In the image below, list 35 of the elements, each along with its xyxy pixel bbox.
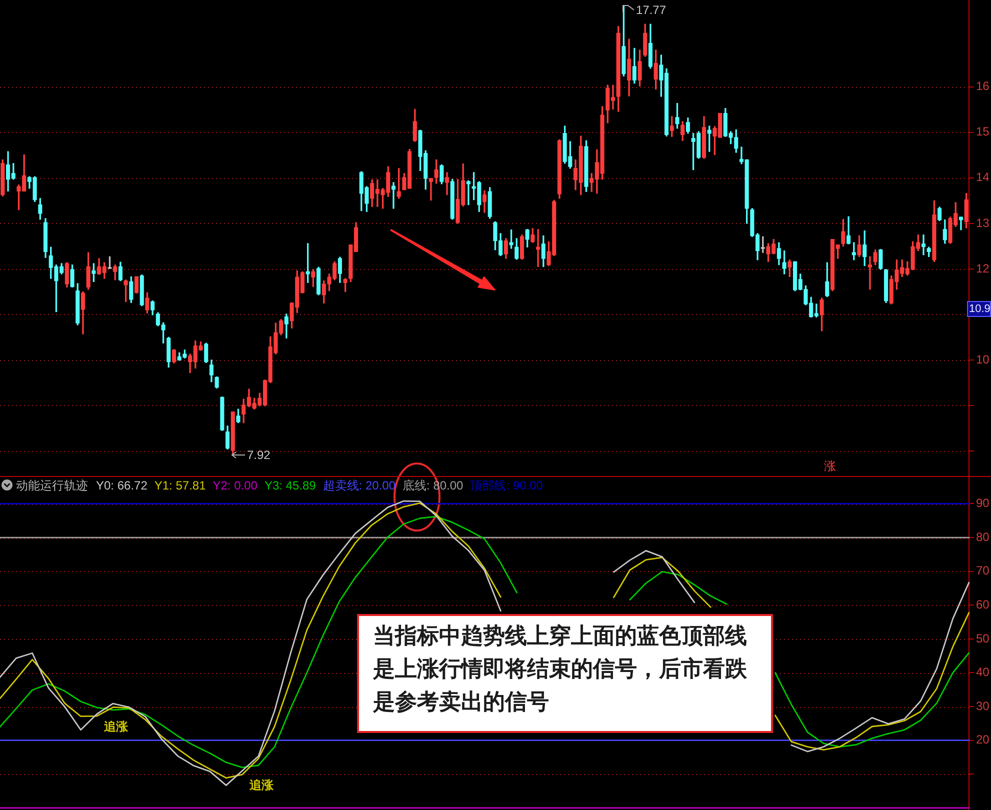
annotation: 7.92 [247, 448, 270, 462]
candlestick [466, 180, 470, 206]
y-tick-label: 70 [976, 564, 990, 578]
candlestick [868, 256, 872, 290]
candlestick [428, 178, 433, 201]
y-tick-label: 13 [976, 216, 990, 230]
text: 超卖线: 20.00 [322, 478, 396, 492]
data-label: 追涨 [248, 778, 274, 792]
candlestick [958, 216, 963, 230]
y-tick-label: 20 [976, 732, 990, 747]
candlestick [921, 234, 926, 256]
annotation: 10.9 [967, 301, 991, 317]
text: Y3: 45.89 [264, 478, 316, 492]
text: Y0: 66.72 [96, 478, 148, 492]
annotation: 涨 [824, 459, 836, 473]
y-tick-label: 80 [976, 530, 990, 544]
y-tick-label: 60 [976, 597, 990, 612]
y-tick-label: 16 [976, 79, 990, 94]
y-tick-label: 10 [976, 352, 990, 366]
y-tick-label: 15 [976, 124, 990, 139]
y-tick-label: 50 [976, 631, 990, 646]
series-label: 顶部线: 90.00 [470, 478, 544, 492]
y-tick-label: 30 [976, 698, 990, 713]
y-tick-label: 14 [976, 170, 990, 184]
chart-title: 动能运行轨迹 [16, 478, 88, 492]
candlestick [391, 182, 396, 209]
annotation: 当指标中趋势线上穿上面的蓝色顶部线是上涨行情即将结束的信号，后市看跌是参考卖出的信号 [373, 623, 748, 717]
text: Y1: 57.81 [154, 478, 206, 492]
text: Y2: 0.00 [212, 478, 258, 492]
y-tick-label: 40 [976, 665, 990, 680]
callout-box: 当指标中趋势线上穿上面的蓝色顶部线是上涨行情即将结束的信号，后市看跌是参考卖出的信号 [357, 614, 773, 733]
data-label: 追涨 [103, 719, 130, 734]
annotation: 17.77 [636, 3, 666, 17]
y-tick-label: 90 [976, 496, 990, 510]
y-tick-label: 12 [976, 261, 990, 276]
